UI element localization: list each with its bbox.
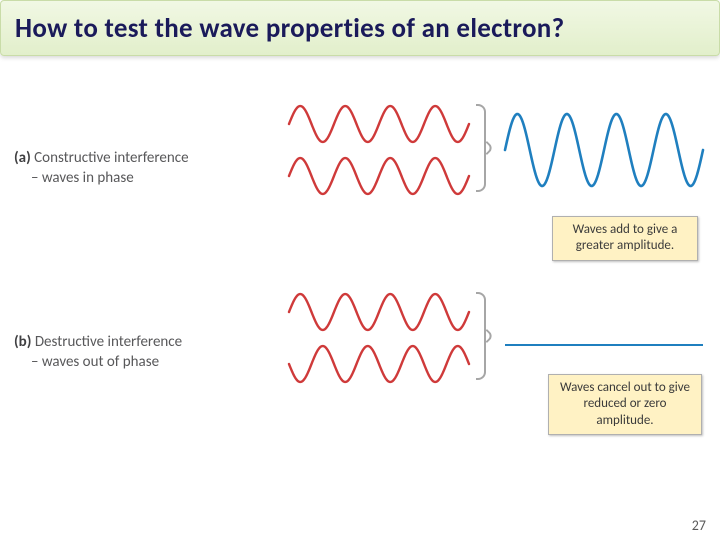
wave-b-bottom bbox=[289, 342, 469, 386]
diagram-content: (a) Constructive interference – waves in… bbox=[0, 56, 720, 540]
caption-b: Waves cancel out to give reduced or zero… bbox=[548, 374, 702, 435]
title-bar: How to test the wave properties of an el… bbox=[0, 0, 720, 56]
wave-a-top bbox=[289, 102, 469, 146]
page-title: How to test the wave properties of an el… bbox=[15, 12, 564, 45]
wave-b-result-flat bbox=[505, 344, 703, 346]
caption-a: Waves add to give a greater amplitude. bbox=[552, 216, 698, 261]
wave-a-bottom bbox=[289, 154, 469, 198]
section-a-line2: – waves in phase bbox=[31, 169, 134, 187]
section-a-line1: Constructive interference bbox=[34, 149, 188, 167]
section-b-line1: Destructive interference bbox=[35, 333, 182, 351]
wave-b-top bbox=[289, 290, 469, 334]
caption-a-text: Waves add to give a greater amplitude. bbox=[573, 222, 678, 253]
section-b-line2: – waves out of phase bbox=[31, 353, 159, 371]
caption-b-text: Waves cancel out to give reduced or zero… bbox=[560, 380, 690, 428]
section-b-tag: (b) bbox=[14, 333, 31, 351]
brace-b bbox=[476, 292, 486, 380]
section-b-label: (b) Destructive interference – waves out… bbox=[14, 332, 182, 373]
brace-a bbox=[476, 104, 486, 192]
wave-a-result bbox=[505, 108, 703, 192]
page-number: 27 bbox=[692, 517, 706, 534]
section-a-label: (a) Constructive interference – waves in… bbox=[14, 148, 189, 189]
section-a-tag: (a) bbox=[14, 149, 31, 167]
